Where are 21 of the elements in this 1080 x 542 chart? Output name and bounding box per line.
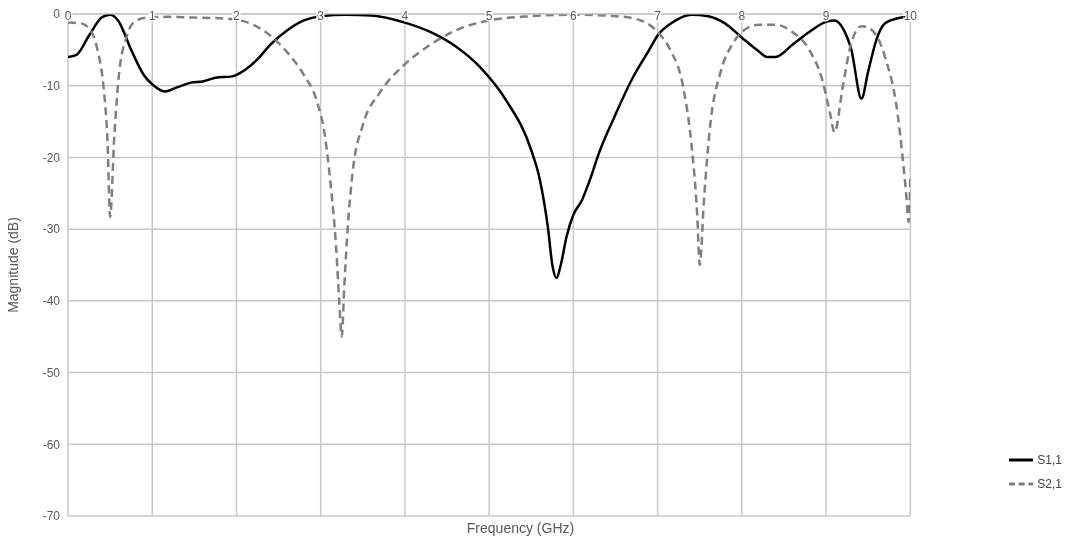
y-tick-label: -30 bbox=[42, 222, 61, 237]
x-tick-label: 0 bbox=[64, 9, 72, 23]
x-tick-label: 7 bbox=[654, 9, 662, 23]
x-tick-label: 2 bbox=[233, 9, 241, 23]
x-tick-label: 9 bbox=[822, 9, 830, 23]
y-tick-label: -60 bbox=[42, 437, 61, 452]
y-tick-label: -40 bbox=[42, 294, 61, 309]
x-axis-title: Frequency (GHz) bbox=[465, 520, 576, 536]
legend-label: S1,1 bbox=[1037, 453, 1062, 468]
x-tick-label: 10 bbox=[903, 9, 918, 23]
x-tick-label: 3 bbox=[317, 9, 325, 23]
y-tick-label: -70 bbox=[42, 509, 61, 524]
x-tick-label: 8 bbox=[738, 9, 746, 23]
y-tick-label: -50 bbox=[42, 365, 61, 380]
x-tick-label: 1 bbox=[148, 9, 156, 23]
x-tick-label: 4 bbox=[401, 9, 409, 23]
y-tick-label: -20 bbox=[42, 150, 61, 165]
y-tick-label: -10 bbox=[42, 78, 61, 93]
legend-label: S2,1 bbox=[1037, 477, 1062, 492]
y-axis-title: Magnitude (dB) bbox=[4, 217, 21, 313]
x-tick-label: 5 bbox=[485, 9, 493, 23]
